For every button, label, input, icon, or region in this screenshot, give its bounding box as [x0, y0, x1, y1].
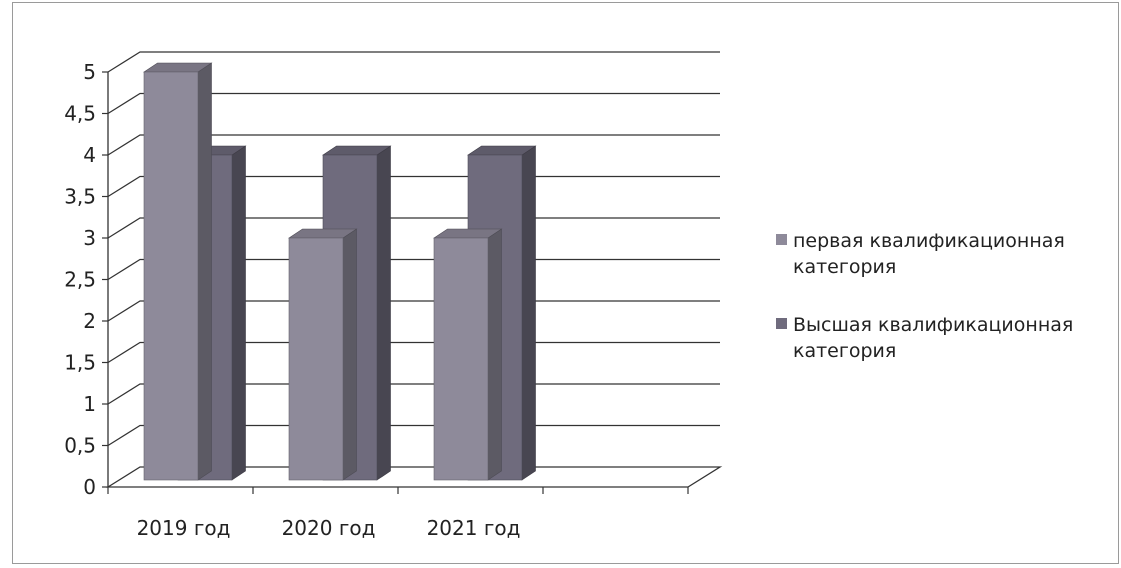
- x-tick-label: 2021 год: [427, 516, 521, 540]
- y-tick-label: 0: [83, 475, 96, 499]
- y-tick-label: 1,5: [64, 351, 96, 375]
- legend-swatch: [776, 318, 787, 329]
- y-tick-label: 0,5: [64, 434, 96, 458]
- y-tick-label: 4,5: [64, 102, 96, 126]
- y-tick-label: 4: [83, 143, 96, 167]
- x-axis: 2019 год 2020 год 2021 год: [108, 487, 688, 540]
- legend-entry: Высшая квалификационная категория: [776, 314, 1073, 362]
- y-tick-label: 3,5: [64, 185, 96, 209]
- bar: [144, 63, 212, 480]
- y-tick-label: 2: [83, 309, 96, 333]
- legend-entry: первая квалификационная категория: [776, 230, 1065, 278]
- y-tick-label: 2,5: [64, 268, 96, 292]
- x-tick-label: 2019 год: [137, 516, 231, 540]
- legend-swatch: [776, 234, 787, 245]
- legend-label: первая квалификационная: [793, 230, 1065, 252]
- bar: [434, 229, 502, 480]
- bar: [289, 229, 357, 480]
- y-tick-label: 3: [83, 226, 96, 250]
- legend-label: Высшая квалификационная: [793, 314, 1073, 336]
- y-tick-label: 1: [83, 392, 96, 416]
- y-tick-label: 5: [83, 60, 96, 84]
- y-axis: 0 0,5 1 1,5 2 2,5 3 3,5 4 4,5 5: [64, 60, 108, 499]
- legend-label: категория: [793, 256, 896, 278]
- x-tick-label: 2020 год: [282, 516, 376, 540]
- bars: [144, 63, 536, 480]
- legend-label: категория: [793, 340, 896, 362]
